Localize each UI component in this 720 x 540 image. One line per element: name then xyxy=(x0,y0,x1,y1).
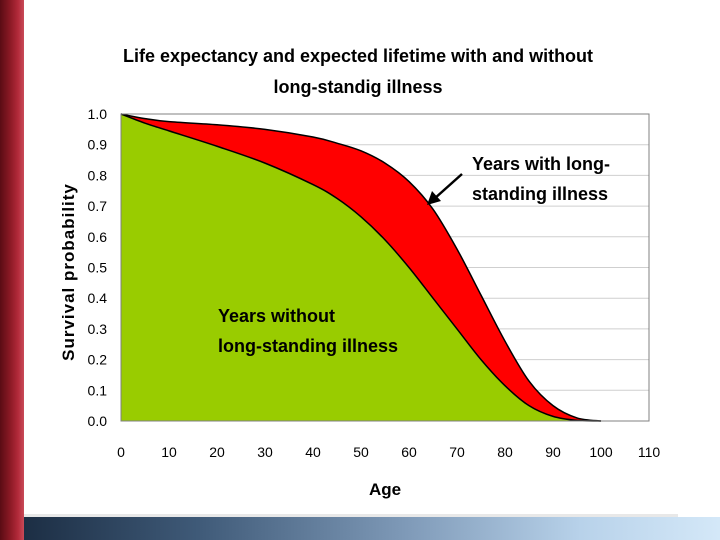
y-tick-label: 0.0 xyxy=(88,413,108,429)
x-tick-label: 110 xyxy=(638,444,661,460)
annotation-arrow-head xyxy=(427,191,441,205)
y-tick-labels: 1.0 0.9 0.8 0.7 0.6 0.5 0.4 0.3 0.2 0.1 0.0 xyxy=(88,106,108,429)
x-tick-label: 60 xyxy=(401,444,417,460)
chart-title-line-1: Life expectancy and expected lifetime wi… xyxy=(123,46,593,66)
y-tick-label: 0.2 xyxy=(88,352,108,368)
curve-without-illness xyxy=(120,113,602,422)
y-tick-label: 0.6 xyxy=(88,229,108,245)
y-tick-label: 0.9 xyxy=(88,137,108,153)
slide-bottom-accent-bar xyxy=(24,517,720,540)
annotation-with-illness-line-2: standing illness xyxy=(472,184,608,204)
x-tick-label: 90 xyxy=(545,444,561,460)
y-tick-label: 0.5 xyxy=(88,260,108,276)
x-tick-label: 50 xyxy=(353,444,369,460)
annotation-without-illness-line-1: Years without xyxy=(218,306,335,326)
y-tick-label: 0.8 xyxy=(88,167,108,183)
y-axis-title: Survival probability xyxy=(59,183,78,361)
annotation-arrow-shaft xyxy=(433,173,463,200)
y-tick-label: 0.4 xyxy=(88,290,108,306)
slide-bottom-divider xyxy=(24,514,678,517)
x-tick-label: 30 xyxy=(257,444,273,460)
y-tick-label: 0.7 xyxy=(88,198,108,214)
plot-area-frame xyxy=(120,113,650,422)
x-tick-label: 20 xyxy=(209,444,225,460)
y-tick-label: 0.3 xyxy=(88,321,108,337)
chart-title-line-2: long-standig illness xyxy=(273,77,442,97)
x-tick-label: 80 xyxy=(497,444,513,460)
x-tick-label: 10 xyxy=(161,444,177,460)
x-tick-label: 70 xyxy=(449,444,465,460)
x-axis-title: Age xyxy=(369,480,401,499)
y-tick-label: 1.0 xyxy=(88,106,108,122)
curve-with-illness xyxy=(120,113,602,422)
x-tick-label: 100 xyxy=(589,444,613,460)
area-without-illness xyxy=(121,114,601,421)
x-tick-label: 0 xyxy=(117,444,125,460)
x-tick-label: 40 xyxy=(305,444,321,460)
annotation-with-illness-line-1: Years with long- xyxy=(472,154,610,174)
y-tick-label: 0.1 xyxy=(88,382,108,398)
x-tick-labels: 0 10 20 30 40 50 60 70 80 90 100 110 xyxy=(117,444,660,460)
slide-left-accent-bar xyxy=(0,0,24,540)
annotation-without-illness-line-2: long-standing illness xyxy=(218,336,398,356)
